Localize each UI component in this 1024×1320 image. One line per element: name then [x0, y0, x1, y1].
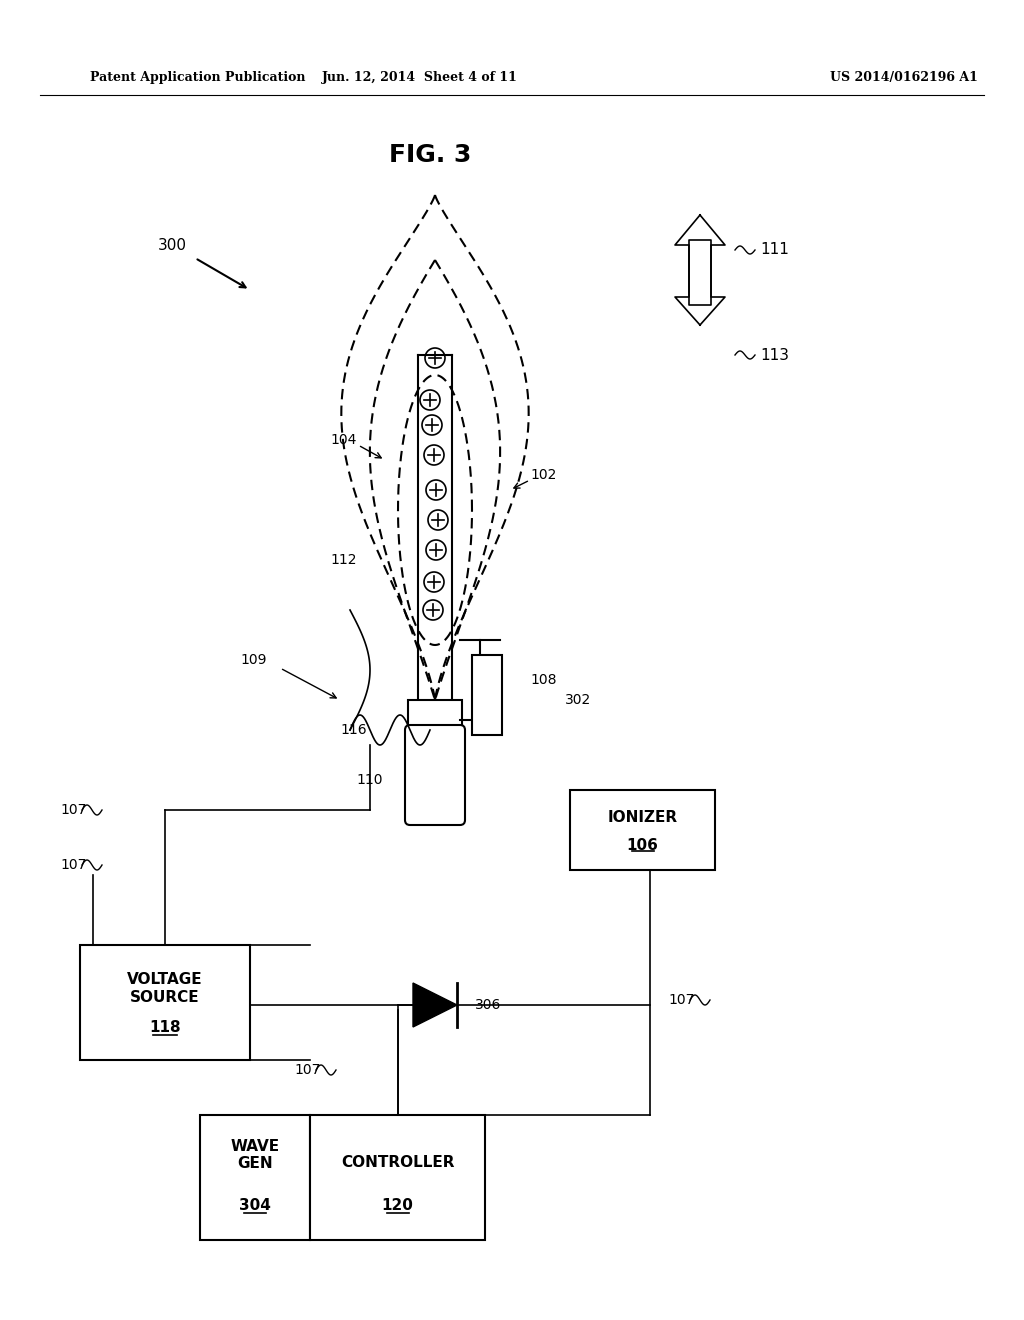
Text: FIG. 3: FIG. 3: [389, 143, 471, 168]
Polygon shape: [675, 240, 725, 325]
Text: IONIZER: IONIZER: [607, 810, 678, 825]
Polygon shape: [675, 215, 725, 305]
Text: 120: 120: [382, 1197, 414, 1213]
Text: 102: 102: [530, 469, 556, 482]
Text: 107: 107: [60, 803, 86, 817]
Text: 300: 300: [158, 238, 187, 252]
Text: 118: 118: [150, 1020, 181, 1035]
Text: Jun. 12, 2014  Sheet 4 of 11: Jun. 12, 2014 Sheet 4 of 11: [323, 71, 518, 84]
FancyBboxPatch shape: [406, 725, 465, 825]
Bar: [408, 700, 462, 744]
Text: 116: 116: [340, 723, 367, 737]
Bar: [570, 789, 715, 870]
Text: US 2014/0162196 A1: US 2014/0162196 A1: [830, 71, 978, 84]
Text: Patent Application Publication: Patent Application Publication: [90, 71, 305, 84]
Polygon shape: [413, 983, 457, 1027]
Bar: [310, 1115, 485, 1239]
Text: 113: 113: [760, 347, 790, 363]
Text: 107: 107: [294, 1063, 321, 1077]
Text: 110: 110: [356, 774, 383, 787]
Text: CONTROLLER: CONTROLLER: [341, 1155, 455, 1170]
Text: 107: 107: [60, 858, 86, 873]
Text: 306: 306: [475, 998, 502, 1012]
Bar: [472, 655, 502, 735]
Text: 111: 111: [760, 243, 788, 257]
Text: 106: 106: [627, 838, 658, 854]
Text: 108: 108: [530, 673, 556, 686]
Text: 104: 104: [330, 433, 356, 447]
Text: 302: 302: [565, 693, 591, 708]
Bar: [80, 945, 250, 1060]
Bar: [200, 1115, 310, 1239]
Text: WAVE
GEN: WAVE GEN: [230, 1139, 280, 1171]
Text: 109: 109: [240, 653, 266, 667]
Text: 107: 107: [668, 993, 694, 1007]
Text: 112: 112: [330, 553, 356, 568]
Text: VOLTAGE
SOURCE: VOLTAGE SOURCE: [127, 973, 203, 1005]
Text: 304: 304: [239, 1197, 271, 1213]
